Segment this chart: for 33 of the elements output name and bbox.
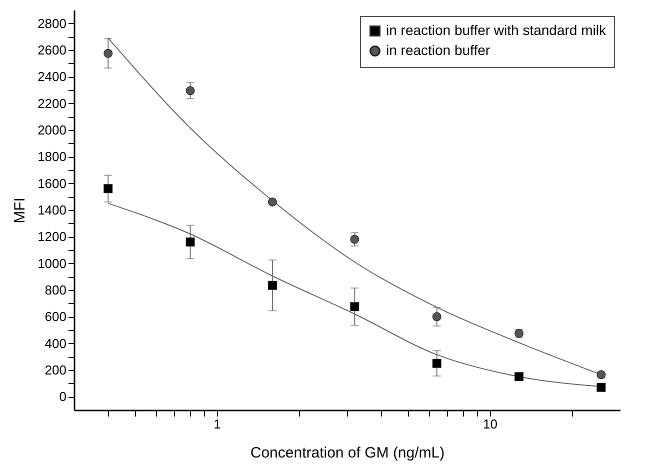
legend-label: in reaction buffer [386, 42, 490, 58]
y-tick-label: 1600 [38, 176, 66, 191]
y-tick-label: 2400 [38, 69, 66, 84]
y-tick-label: 2200 [38, 96, 66, 111]
y-tick-label: 2600 [38, 42, 66, 58]
y-tick-label: 1400 [38, 202, 66, 218]
y-tick-label: 1800 [38, 149, 66, 164]
y-tick-label: 0 [59, 389, 66, 404]
point [268, 198, 277, 206]
x-axis-title: Concentration of GM (ng/mL) [250, 444, 445, 462]
point [432, 312, 442, 322]
y-tick-label: 2000 [38, 122, 66, 138]
y-tick-label: 1200 [38, 229, 66, 244]
point [432, 358, 442, 368]
point [350, 234, 360, 244]
y-axis-title: MFI [12, 198, 29, 224]
y-tick-label: 800 [44, 282, 66, 298]
point [268, 280, 277, 290]
point [104, 184, 113, 194]
y-tick-label: 200 [44, 362, 66, 378]
point [514, 372, 524, 382]
point [186, 238, 195, 246]
y-tick-label: 2800 [38, 16, 66, 31]
y-tick-label: 1000 [38, 256, 66, 271]
legend-label: in reaction buffer with standard milk [386, 22, 607, 38]
point [596, 382, 606, 392]
x-tick-label: 10 [483, 416, 498, 432]
point [350, 302, 360, 312]
y-tick-label: 400 [44, 336, 66, 351]
x-tick-label: 1 [214, 416, 221, 432]
y-tick-label: 600 [44, 309, 66, 324]
point [104, 48, 113, 58]
point [186, 86, 195, 96]
